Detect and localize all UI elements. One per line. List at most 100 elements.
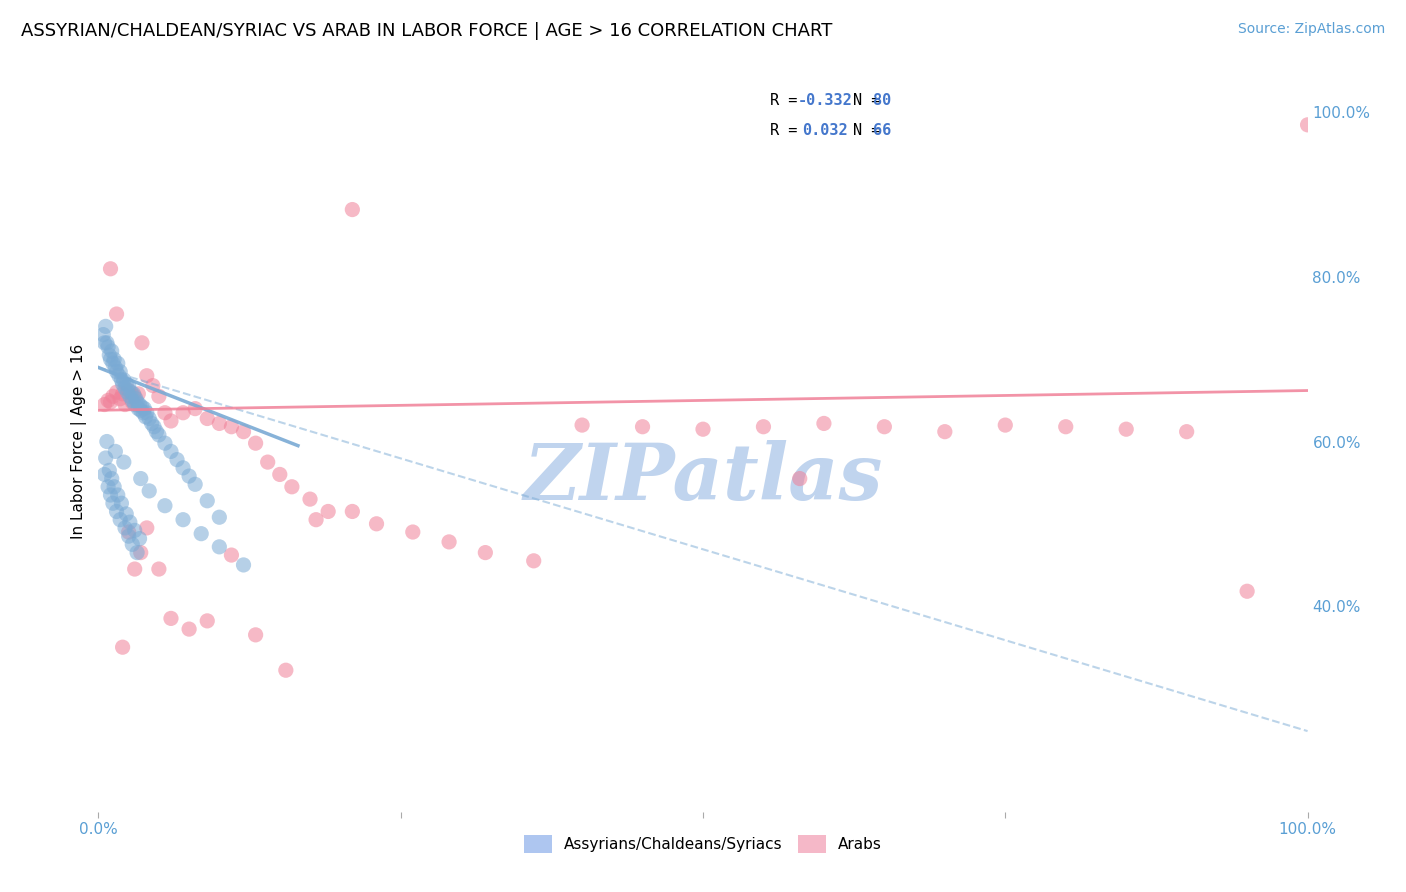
Point [124,389,146,403]
Point [143,419,166,434]
Point [145,425,167,439]
Point [111,376,134,391]
Point [1296,118,1319,132]
Point [110,373,132,387]
Point [103,480,125,494]
Point [128,532,150,546]
Point [195,493,218,508]
Point [105,365,128,379]
Point [232,425,254,439]
Point [269,467,291,482]
Point [153,499,176,513]
Point [134,401,156,416]
Point [245,628,267,642]
Point [138,483,160,498]
Point [179,622,201,636]
Point [122,387,145,401]
Point [571,418,593,433]
Point [172,406,194,420]
Point [474,545,496,560]
Point [172,461,194,475]
Point [245,436,267,450]
Point [101,389,124,403]
Point [108,392,131,406]
Point [118,524,141,539]
Point [100,261,122,276]
Point [873,419,896,434]
Point [108,368,131,383]
Text: R =: R = [769,94,797,109]
Point [402,524,425,539]
Point [114,381,136,395]
Text: ASSYRIAN/CHALDEAN/SYRIAC VS ARAB IN LABOR FORCE | AGE > 16 CORRELATION CHART: ASSYRIAN/CHALDEAN/SYRIAC VS ARAB IN LABO… [21,22,832,40]
Point [135,409,157,424]
Point [184,401,207,416]
Point [437,535,460,549]
Point [195,411,218,425]
Point [100,395,122,409]
Point [281,480,304,494]
Point [93,397,115,411]
Point [129,403,152,417]
Text: ZIPatlas: ZIPatlas [523,441,883,516]
Point [118,389,141,403]
Point [100,488,122,502]
Point [118,384,141,398]
Point [93,467,115,482]
Point [97,340,120,354]
Point [127,387,149,401]
Point [1115,422,1137,436]
Point [342,202,364,217]
Point [221,548,243,562]
Point [127,401,149,416]
Point [114,397,136,411]
Point [91,327,114,342]
Point [208,510,231,524]
Point [208,417,231,431]
Point [160,444,183,458]
Point [131,400,153,414]
Point [232,558,254,572]
Point [107,488,129,502]
Point [118,378,141,392]
Point [789,471,811,485]
Text: 0.032: 0.032 [803,123,848,138]
Point [104,444,127,458]
Y-axis label: In Labor Force | Age > 16: In Labor Force | Age > 16 [72,344,87,539]
Point [115,376,138,391]
Point [129,471,152,485]
Point [97,480,120,494]
Point [101,496,124,510]
Point [142,378,165,392]
Legend: Assyrians/Chaldeans/Syriacs, Arabs: Assyrians/Chaldeans/Syriacs, Arabs [519,829,887,860]
Point [121,395,143,409]
Point [934,425,956,439]
Point [108,513,131,527]
Text: 80: 80 [873,94,891,109]
Point [98,348,121,362]
Point [121,537,143,551]
Point [190,526,212,541]
Point [128,397,150,411]
Point [148,389,170,403]
Point [98,463,121,477]
Point [111,640,134,655]
Point [342,504,364,518]
Text: 66: 66 [873,123,891,138]
Point [132,406,155,420]
Point [124,397,146,411]
Point [100,352,122,367]
Point [160,611,183,625]
Point [105,385,128,400]
Point [138,411,160,425]
Point [1054,419,1077,434]
Point [195,614,218,628]
Text: -0.332: -0.332 [797,94,852,109]
Point [141,417,163,431]
Point [127,545,149,560]
Point [108,365,131,379]
Point [125,392,148,406]
Point [115,507,138,521]
Point [1175,425,1198,439]
Point [107,356,129,370]
